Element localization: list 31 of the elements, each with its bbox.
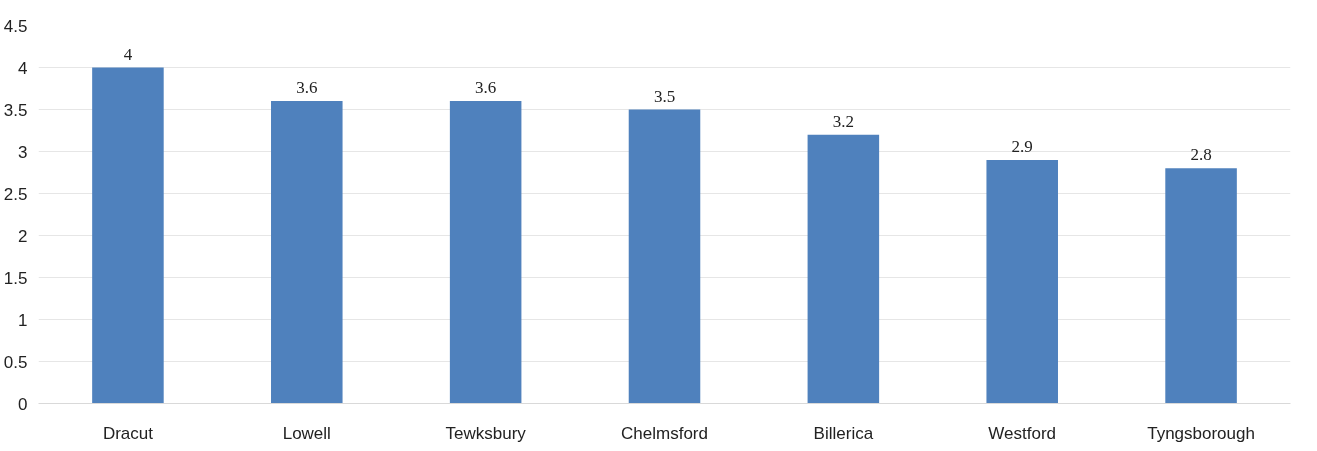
y-tick-label: 3: [18, 142, 28, 162]
y-tick-label: 1: [18, 310, 28, 330]
bar: [807, 134, 880, 404]
y-tick-label: 4: [18, 58, 28, 78]
data-label: 2.8: [1190, 145, 1212, 165]
data-label: 3.5: [653, 86, 676, 106]
bar: [271, 101, 343, 404]
x-tick-label: Chelmsford: [621, 423, 708, 443]
x-tick-label: Lowell: [282, 423, 331, 443]
data-label: 4: [123, 44, 133, 64]
x-tick-label: Dracut: [102, 423, 154, 443]
bar: [628, 109, 701, 404]
x-tick-label: Westford: [988, 423, 1057, 443]
y-tick-label: 4.5: [3, 16, 28, 36]
data-label: 2.9: [1011, 136, 1033, 156]
x-tick-label: Tewksbury: [445, 423, 527, 443]
x-tick-label: Tyngsborough: [1147, 423, 1255, 443]
y-tick-label: 2: [18, 226, 28, 246]
bar: [449, 101, 522, 404]
bar: [986, 159, 1058, 404]
data-label: 3.6: [475, 78, 497, 98]
y-tick-label: 0: [18, 394, 28, 414]
y-tick-label: 1.5: [3, 268, 28, 288]
y-tick-label: 3.5: [3, 100, 28, 120]
y-tick-label: 0.5: [3, 352, 28, 372]
data-label: 3.6: [296, 78, 318, 98]
y-tick-label: 2.5: [3, 184, 28, 204]
data-label: 3.2: [832, 111, 854, 131]
bar: [92, 67, 164, 404]
x-tick-label: Billerica: [813, 423, 874, 443]
bar: [1165, 168, 1237, 404]
